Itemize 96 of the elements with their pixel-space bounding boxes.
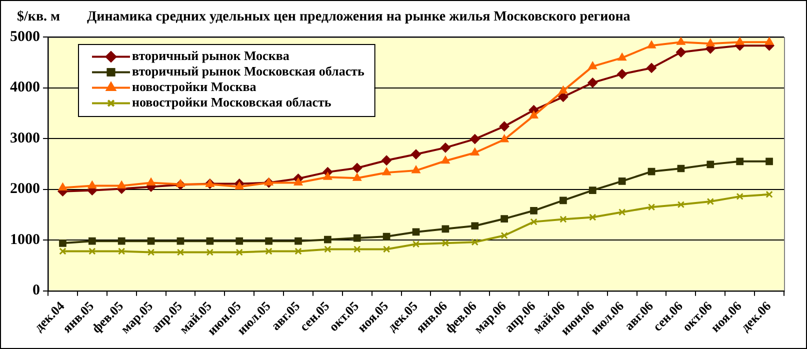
point [147,237,155,245]
point [412,228,420,236]
chart-title: Динамика средних удельных цен предложения на рынке жилья Московского региона [87,10,630,25]
point [59,239,66,247]
point [382,155,392,166]
y-tick-label: 2000 [10,181,40,198]
y-tick-label: 5000 [10,28,40,45]
point [646,62,657,73]
point [706,160,714,168]
point [324,236,332,244]
point [560,196,567,204]
legend-label: новостройки Москва [132,79,257,94]
point [58,182,68,191]
point [236,237,244,245]
point [735,37,744,45]
point [294,178,303,186]
point [500,134,509,142]
point [676,47,686,58]
point [382,168,391,176]
point [441,156,450,164]
point [146,178,156,186]
point [676,37,686,45]
point [234,182,244,190]
point [529,110,538,118]
point [648,204,656,211]
point [206,248,214,256]
point [677,200,685,208]
point [499,121,510,132]
point [677,164,685,172]
point [294,237,302,245]
point [88,180,97,189]
y-tick-label: 1000 [10,232,40,248]
y-axis-title: $/кв. м [17,10,61,25]
point [471,222,479,230]
point [470,134,480,144]
point [117,180,126,189]
y-tick-label: 0 [32,282,40,299]
point [618,178,626,185]
point [412,240,420,248]
point [206,237,214,245]
y-tick-label: 4000 [10,80,40,96]
legend-label: вторичный рынок Московская область [132,64,364,79]
point [618,208,626,216]
point [411,149,421,160]
point [352,173,362,181]
point [588,78,598,88]
point [500,215,508,222]
point [88,248,96,255]
point [440,142,450,153]
point [589,214,596,221]
point [264,178,274,186]
point [558,86,568,94]
point [323,172,332,180]
point [118,248,126,255]
point [588,61,598,70]
point [618,52,626,61]
point [382,232,390,240]
point [500,232,508,240]
y-tick-label: 3000 [10,130,40,146]
point [294,248,302,255]
point [382,246,390,253]
point [88,237,96,245]
point [736,158,744,166]
point [530,218,538,226]
point [324,246,332,253]
point [352,162,362,173]
point [617,69,628,80]
point [265,248,272,255]
point [471,238,478,246]
point [265,237,272,245]
point [442,225,450,233]
point [176,248,184,256]
point [766,190,773,198]
point [736,192,744,200]
legend-label: вторичный рынок Москва [132,48,290,64]
point [647,40,656,48]
point [766,158,773,166]
point [176,179,185,187]
point [442,240,450,247]
point [560,216,567,223]
point [706,38,715,46]
point [412,166,420,174]
point [764,37,774,45]
point [176,237,184,245]
point [236,248,243,256]
point [470,148,480,156]
point [588,186,596,194]
legend-label: новостройки Московская область [132,94,332,110]
point [354,246,361,253]
point [147,248,155,256]
point [706,198,714,206]
point [530,206,538,214]
point [648,168,656,176]
point [353,234,361,242]
point [118,237,126,245]
point [59,248,66,255]
